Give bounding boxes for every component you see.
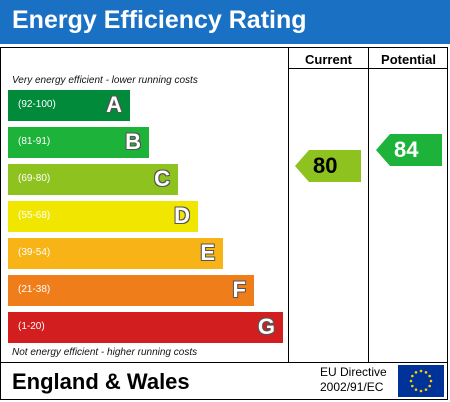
band-c: (69-80) C (8, 164, 178, 195)
header-bar: Energy Efficiency Rating (0, 0, 450, 44)
band-range: (81-91) (18, 136, 51, 147)
band-range: (69-80) (18, 173, 51, 184)
column-potential-heading: Potential (381, 52, 436, 67)
band-d: (55-68) D (8, 201, 198, 232)
band-b: (81-91) B (8, 127, 149, 158)
potential-arrow-icon (376, 134, 442, 166)
band-a: (92-100) A (8, 90, 130, 121)
band-range: (21-38) (18, 284, 51, 295)
band-letter: A (106, 92, 122, 117)
rating-table (0, 47, 448, 400)
band-g: (1-20) G (8, 312, 283, 343)
eu-flag-icon (398, 365, 444, 397)
directive-line-1: EU Directive (320, 365, 387, 379)
directive-line-2: 2002/91/EC (320, 380, 384, 394)
potential-rating-indicator: 84 (376, 134, 442, 166)
potential-rating-value: 84 (394, 137, 419, 162)
band-letter: E (200, 240, 215, 265)
band-range: (39-54) (18, 247, 51, 258)
band-letter: G (257, 314, 275, 339)
column-header-divider (288, 68, 448, 69)
region-label: England & Wales (12, 369, 190, 394)
note-bottom: Not energy efficient - higher running co… (12, 347, 198, 358)
note-top: Very energy efficient - lower running co… (12, 75, 198, 86)
page-title: Energy Efficiency Rating (12, 6, 307, 34)
eu-directive: EU Directive 2002/91/EC (320, 365, 387, 395)
band-range: (1-20) (18, 321, 45, 332)
band-letter: B (125, 129, 141, 154)
band-range: (92-100) (18, 99, 56, 110)
column-current-heading: Current (305, 52, 352, 67)
divider-current (288, 47, 289, 362)
band-f: (21-38) F (8, 275, 254, 306)
current-rating-value: 80 (313, 153, 338, 178)
footer-divider (0, 362, 448, 363)
band-letter: D (174, 203, 190, 228)
band-letter: C (154, 166, 170, 191)
band-letter: F (232, 277, 246, 302)
current-arrow-icon (295, 150, 361, 182)
divider-potential (368, 47, 369, 362)
band-e: (39-54) E (8, 238, 223, 269)
band-range: (55-68) (18, 210, 51, 221)
current-rating-indicator: 80 (295, 150, 361, 182)
